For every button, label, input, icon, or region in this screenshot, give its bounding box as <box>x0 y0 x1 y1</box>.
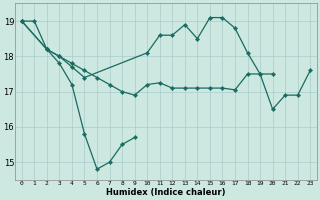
X-axis label: Humidex (Indice chaleur): Humidex (Indice chaleur) <box>106 188 226 197</box>
